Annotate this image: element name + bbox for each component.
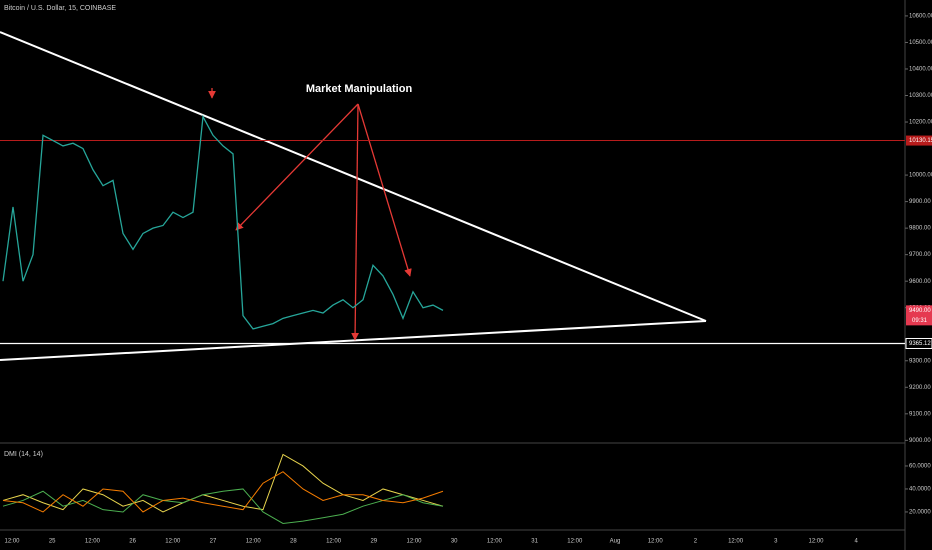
x-tick-label: 2 [694, 539, 698, 545]
x-tick-label: 3 [774, 539, 778, 545]
price-line [2, 114, 444, 330]
x-tick-label: 30 [451, 539, 458, 545]
y-tick-label: 60.0000 [909, 464, 931, 470]
arrow [351, 103, 359, 341]
price-tag [905, 337, 932, 349]
x-tick-label: 29 [370, 539, 377, 545]
indicator-line [2, 471, 444, 513]
y-tick-label: 10300.00 [909, 93, 932, 99]
price-tag [906, 305, 932, 326]
y-tick-label: 9900.00 [909, 199, 931, 205]
price-label: 9490.00 [909, 308, 931, 314]
y-tick-label: 40.0000 [909, 487, 931, 493]
y-tick-label: 10600.00 [909, 13, 932, 19]
x-tick-label: 12:00 [326, 539, 342, 545]
indicator-label: DMI (14, 14) [4, 451, 43, 458]
x-tick-label: 31 [531, 539, 538, 545]
y-tick-label: 10400.00 [909, 67, 932, 73]
x-tick-label: 12:00 [808, 539, 824, 545]
x-tick-label: 12:00 [4, 539, 20, 545]
y-tick-label: 9600.00 [909, 279, 931, 285]
x-tick-label: 28 [290, 539, 297, 545]
price-label: 9365.12 [909, 341, 931, 347]
x-tick-label: 26 [129, 539, 136, 545]
annotation: Market Manipulation [306, 83, 413, 95]
y-tick-label: 9100.00 [909, 411, 931, 417]
y-tick-label: 10200.00 [909, 120, 932, 126]
x-tick-label: 12:00 [487, 539, 503, 545]
y-tick-label: 9200.00 [909, 385, 931, 391]
y-tick-label: 9000.00 [909, 438, 931, 444]
arrow [357, 103, 412, 277]
x-tick-label: 12:00 [567, 539, 583, 545]
y-tick-label: 10000.00 [909, 173, 932, 179]
price-tag [906, 135, 932, 146]
y-tick-label: 9800.00 [909, 226, 931, 232]
x-tick-label: 12:00 [648, 539, 664, 545]
trendline [0, 31, 707, 322]
x-tick-label: Aug [610, 539, 621, 545]
x-tick-label: 25 [49, 539, 56, 545]
x-tick-label: 27 [210, 539, 217, 545]
y-tick-label: 9700.00 [909, 252, 931, 258]
x-tick-label: 12:00 [728, 539, 744, 545]
y-tick-label: 10500.00 [909, 40, 932, 46]
chart-title: Bitcoin / U.S. Dollar, 15, COINBASE [4, 5, 116, 12]
countdown: 09:31 [912, 318, 928, 324]
x-tick-label: 12:00 [165, 539, 181, 545]
x-tick-label: 12:00 [406, 539, 422, 545]
x-tick-label: 12:00 [246, 539, 262, 545]
arrow [235, 103, 359, 231]
x-tick-label: 4 [855, 539, 859, 545]
y-tick-label: 9300.00 [909, 358, 931, 364]
y-tick-label: 20.0000 [909, 510, 931, 516]
x-tick-label: 12:00 [85, 539, 101, 545]
price-label: 10130.15 [909, 138, 932, 144]
